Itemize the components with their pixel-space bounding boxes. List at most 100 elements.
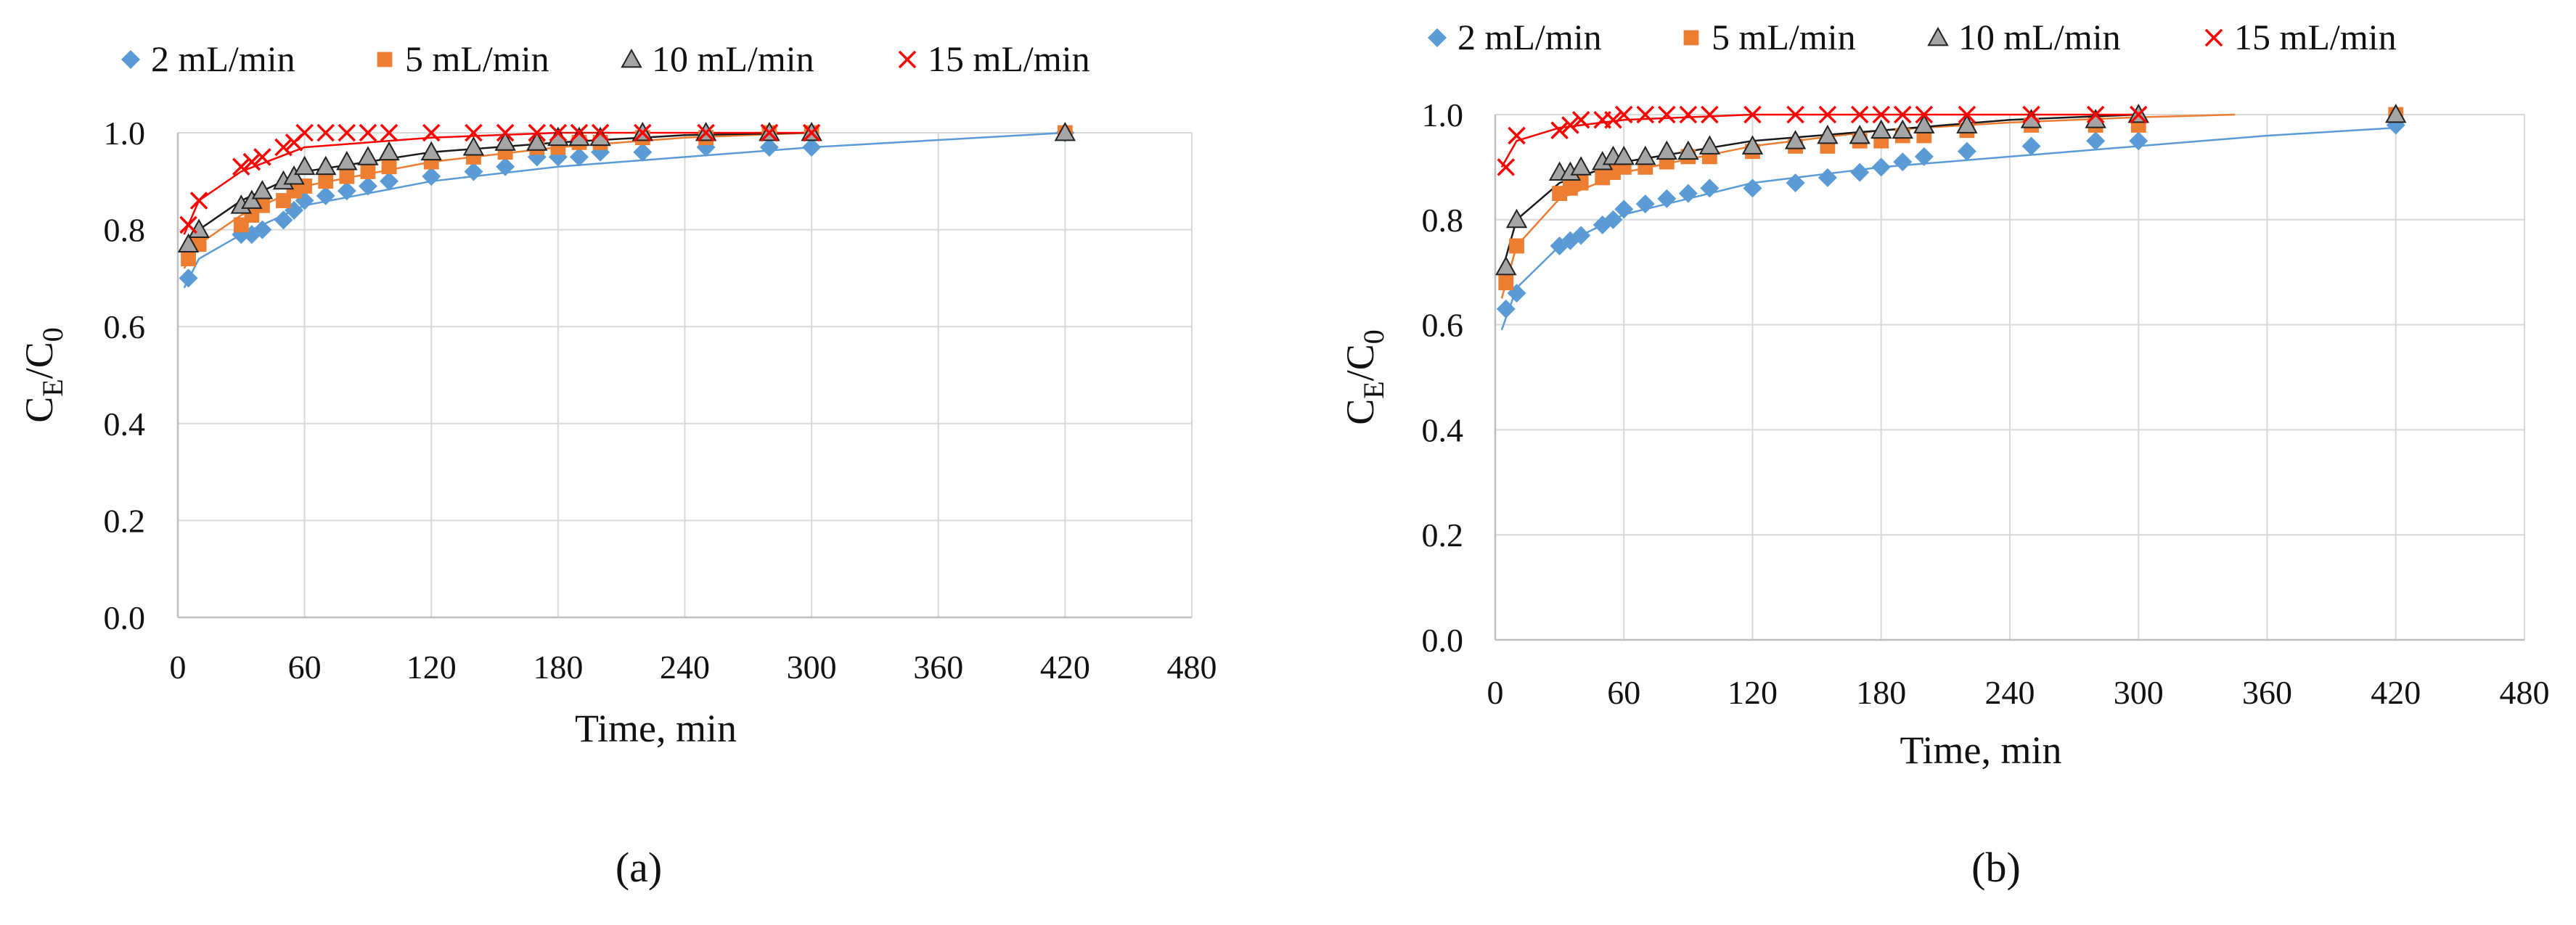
legend-label-5-ml-min: 5 mL/min xyxy=(1712,17,1856,57)
y-tick-label: 0.6 xyxy=(104,308,146,345)
data-point-10-ml-min xyxy=(2385,103,2407,123)
legend-label-2-ml-min: 2 mL/min xyxy=(151,38,295,79)
data-point-2-ml-min xyxy=(1571,226,1591,245)
legend-marker-15-ml-min xyxy=(898,50,917,69)
chart-panel-b: 0 60 120 180 240 300 360 420 480 0.0 0.2 0.4 0.6 0.8 1… xyxy=(1338,17,2550,772)
data-point-2-ml-min xyxy=(1496,299,1516,318)
data-point-15-ml-min xyxy=(1894,105,1912,124)
fit-curve-2-ml-min xyxy=(183,131,1066,289)
data-point-15-ml-min xyxy=(242,152,261,171)
chart-panel-a: 0 60 120 180 240 300 360 420 480 0.0 0.2 0.4 0.6 0.8 1… xyxy=(17,38,1217,750)
data-point-10-ml-min xyxy=(494,131,516,151)
data-point-2-ml-min xyxy=(1743,178,1762,198)
data-point-2-ml-min xyxy=(1893,152,1913,172)
x-tick-label: 180 xyxy=(533,649,583,686)
data-point-15-ml-min xyxy=(295,123,314,142)
x-tick-label: 0 xyxy=(170,649,187,686)
data-point-15-ml-min xyxy=(380,123,398,142)
data-point-15-ml-min xyxy=(1679,105,1698,124)
data-point-2-ml-min xyxy=(2129,131,2148,151)
data-point-2-ml-min xyxy=(1817,168,1837,187)
data-point-15-ml-min xyxy=(1636,105,1655,124)
data-point-15-ml-min xyxy=(1550,121,1569,140)
data-point-15-ml-min xyxy=(1743,105,1762,124)
data-point-15-ml-min xyxy=(1658,105,1676,124)
x-tick-label: 240 xyxy=(660,649,710,686)
data-point-10-ml-min xyxy=(293,155,316,176)
data-point-2-ml-min xyxy=(1678,184,1698,203)
panel-caption-a: (a) xyxy=(616,844,662,891)
data-point-10-ml-min xyxy=(420,141,442,161)
data-point-15-ml-min xyxy=(189,192,208,210)
data-point-2-ml-min xyxy=(464,162,483,181)
data-point-15-ml-min xyxy=(570,123,589,142)
data-point-10-ml-min xyxy=(1817,124,1839,144)
data-point-10-ml-min xyxy=(1677,140,1699,160)
data-point-2-ml-min xyxy=(802,138,822,157)
data-point-15-ml-min xyxy=(2022,105,2040,124)
data-point-15-ml-min xyxy=(1786,105,1804,124)
data-point-2-ml-min xyxy=(1635,194,1655,214)
data-point-2-ml-min xyxy=(2086,131,2106,151)
data-point-15-ml-min xyxy=(422,123,441,142)
data-point-2-ml-min xyxy=(569,147,589,167)
legend-label-2-ml-min: 2 mL/min xyxy=(1457,17,1602,57)
data-point-2-ml-min xyxy=(1657,189,1677,208)
y-tick-label: 0.0 xyxy=(104,599,146,636)
data-point-10-ml-min xyxy=(1495,255,1517,276)
y-tick-label: 0.6 xyxy=(1422,307,1464,344)
data-point-15-ml-min xyxy=(697,123,715,142)
data-point-15-ml-min xyxy=(2129,105,2148,124)
data-point-15-ml-min xyxy=(1604,110,1622,129)
data-point-10-ml-min xyxy=(283,165,305,185)
data-point-10-ml-min xyxy=(1913,114,1935,133)
data-point-10-ml-min xyxy=(177,233,200,253)
data-point-2-ml-min xyxy=(1850,163,1870,182)
panel-caption-b: (b) xyxy=(1971,844,2021,891)
data-point-15-ml-min xyxy=(1561,116,1579,134)
data-point-15-ml-min xyxy=(528,123,547,142)
x-tick-label: 120 xyxy=(406,649,457,686)
data-point-15-ml-min xyxy=(1958,105,1976,124)
x-tick-label: 60 xyxy=(288,649,322,686)
data-point-10-ml-min xyxy=(1698,135,1721,155)
x-tick-label: 300 xyxy=(2114,674,2164,711)
x-tick-label: 60 xyxy=(1607,674,1640,711)
x-tick-label: 420 xyxy=(2371,674,2421,711)
legend-marker-5-ml-min xyxy=(377,52,393,67)
data-point-15-ml-min xyxy=(1614,105,1633,124)
data-point-10-ml-min xyxy=(1054,121,1076,141)
data-point-5-ml-min xyxy=(360,164,376,179)
data-point-2-ml-min xyxy=(253,220,272,239)
data-point-10-ml-min xyxy=(1613,145,1635,165)
x-tick-label: 180 xyxy=(1856,674,1906,711)
data-point-2-ml-min xyxy=(179,268,198,288)
fit-curve-2-ml-min xyxy=(1500,126,2396,331)
fit-curve-15-ml-min xyxy=(183,131,812,235)
legend-label-15-ml-min: 15 mL/min xyxy=(928,38,1090,79)
x-axis-title: Time, min xyxy=(1900,728,2061,772)
data-point-15-ml-min xyxy=(179,215,197,234)
data-point-15-ml-min xyxy=(1701,105,1719,124)
data-point-10-ml-min xyxy=(1784,130,1807,149)
y-tick-label: 1.0 xyxy=(104,115,146,152)
data-point-10-ml-min xyxy=(188,218,210,238)
data-point-2-ml-min xyxy=(1786,173,1805,193)
data-point-15-ml-min xyxy=(316,123,335,142)
data-point-2-ml-min xyxy=(1957,141,1976,161)
data-point-2-ml-min xyxy=(422,167,441,186)
legend-label-5-ml-min: 5 mL/min xyxy=(405,38,549,79)
data-point-15-ml-min xyxy=(1915,105,1934,124)
data-point-10-ml-min xyxy=(378,141,400,161)
data-point-10-ml-min xyxy=(1956,114,1978,133)
legend-marker-10-ml-min xyxy=(1927,26,1949,46)
legend-label-15-ml-min: 15 mL/min xyxy=(2234,17,2397,57)
legend-marker-2-ml-min xyxy=(1428,28,1447,47)
data-point-2-ml-min xyxy=(2021,136,2041,156)
data-point-5-ml-min xyxy=(1498,275,1514,291)
data-point-10-ml-min xyxy=(251,180,274,200)
data-point-10-ml-min xyxy=(526,131,548,151)
data-point-5-ml-min xyxy=(339,168,355,184)
legend-label-10-ml-min: 10 mL/min xyxy=(652,38,814,79)
